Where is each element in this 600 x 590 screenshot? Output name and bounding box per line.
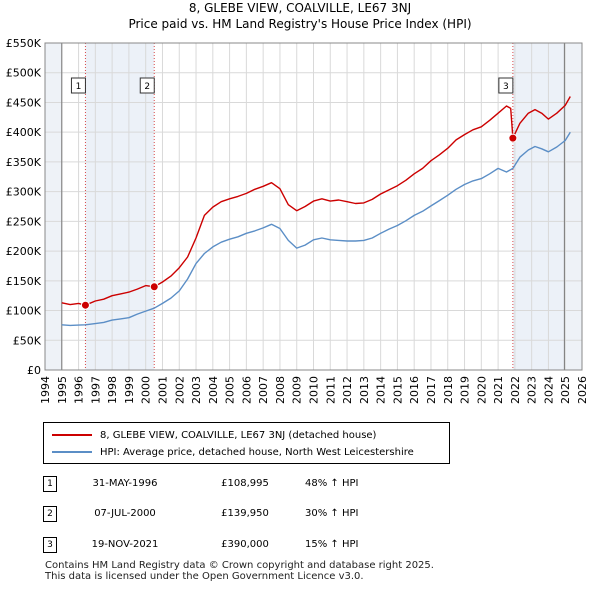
sale-row: 2 07-JUL-2000 £139,950 30% ↑ HPI <box>0 504 600 524</box>
sale-period-shade <box>512 43 565 370</box>
marker-label-box <box>139 77 155 94</box>
x-tick-label: 2018 <box>442 376 455 404</box>
legend-swatch-property <box>52 434 92 436</box>
x-tick-label: 1994 <box>39 376 52 404</box>
sale-price: £108,995 <box>221 478 269 489</box>
sale-hpi-change: 30% ↑ HPI <box>305 508 359 519</box>
y-tick-label: £250K <box>6 215 42 228</box>
x-tick-label: 2026 <box>576 376 589 404</box>
x-tick-label: 2015 <box>391 376 404 404</box>
y-tick-label: £400K <box>6 126 42 139</box>
x-tick-label: 2022 <box>509 376 522 404</box>
x-tick-label: 1996 <box>73 376 86 404</box>
sale-point <box>149 282 159 292</box>
x-tick-label: 2011 <box>324 376 337 404</box>
sale-hpi-change: 15% ↑ HPI <box>305 539 359 550</box>
x-tick-label: 2019 <box>459 376 472 404</box>
x-tick-label: 2017 <box>425 376 438 404</box>
legend-label-property: 8, GLEBE VIEW, COALVILLE, LE67 3NJ (deta… <box>100 429 377 441</box>
marker-label: 1 <box>76 82 82 92</box>
attribution-line: Contains HM Land Registry data © Crown c… <box>45 560 434 571</box>
legend-label-hpi: HPI: Average price, detached house, Nort… <box>100 446 414 458</box>
sale-number-badge: 2 <box>43 506 57 522</box>
future-region <box>564 43 582 370</box>
x-tick-label: 2006 <box>240 376 253 404</box>
x-tick-label: 2020 <box>475 376 488 404</box>
sale-number-badge: 3 <box>43 537 57 553</box>
legend-item-hpi: HPI: Average price, detached house, Nort… <box>52 444 414 460</box>
sale-hpi-change: 48% ↑ HPI <box>305 478 359 489</box>
x-tick-label: 2001 <box>156 376 169 404</box>
chart-title-block: 8, GLEBE VIEW, COALVILLE, LE67 3NJ Price… <box>0 0 600 32</box>
y-tick-label: £550K <box>6 37 42 50</box>
x-tick-label: 1998 <box>106 376 119 404</box>
y-tick-label: £450K <box>6 96 42 109</box>
chart-title: 8, GLEBE VIEW, COALVILLE, LE67 3NJ <box>188 1 412 15</box>
x-tick-label: 2025 <box>559 376 572 404</box>
y-tick-label: £500K <box>6 67 42 80</box>
sale-date: 07-JUL-2000 <box>94 508 156 519</box>
sale-row: 1 31-MAY-1996 £108,995 48% ↑ HPI <box>0 474 600 494</box>
y-tick-label: £50K <box>13 334 42 347</box>
sale-date: 19-NOV-2021 <box>91 539 159 550</box>
y-tick-label: £100K <box>6 305 42 318</box>
x-tick-label: 2002 <box>173 376 186 404</box>
chart-subtitle: Price paid vs. HM Land Registry's House … <box>128 17 472 31</box>
pre-data-region <box>45 43 62 370</box>
x-tick-label: 2023 <box>526 376 539 404</box>
y-tick-label: £0 <box>27 364 41 377</box>
marker-label: 2 <box>144 82 150 92</box>
x-tick-label: 2014 <box>375 376 388 404</box>
attribution-footer: Contains HM Land Registry data © Crown c… <box>45 560 434 582</box>
plot-frame <box>44 42 583 371</box>
x-tick-label: 2010 <box>308 376 321 404</box>
x-tick-label: 2012 <box>341 376 354 404</box>
marker-label-box <box>498 77 514 94</box>
chart-legend: 8, GLEBE VIEW, COALVILLE, LE67 3NJ (deta… <box>43 422 450 464</box>
sale-point <box>80 300 90 310</box>
licence-line: This data is licensed under the Open Gov… <box>45 571 364 582</box>
y-tick-label: £350K <box>6 156 42 169</box>
x-tick-label: 2016 <box>408 376 421 404</box>
x-tick-label: 2013 <box>358 376 371 404</box>
sale-point <box>508 133 518 143</box>
legend-item-property: 8, GLEBE VIEW, COALVILLE, LE67 3NJ (deta… <box>52 427 376 443</box>
x-tick-label: 2003 <box>190 376 203 404</box>
x-tick-label: 2004 <box>207 376 220 404</box>
x-tick-label: 1995 <box>56 376 69 404</box>
x-tick-label: 2021 <box>492 376 505 404</box>
sale-number-badge: 1 <box>43 476 57 492</box>
sale-date: 31-MAY-1996 <box>92 478 158 489</box>
sale-period-shade <box>85 43 155 370</box>
series-line <box>61 131 571 327</box>
y-tick-label: £150K <box>6 275 42 288</box>
sale-row: 3 19-NOV-2021 £390,000 15% ↑ HPI <box>0 535 600 555</box>
x-tick-label: 1999 <box>123 376 136 404</box>
y-tick-label: £200K <box>6 245 42 258</box>
x-tick-label: 2005 <box>224 376 237 404</box>
x-tick-label: 2007 <box>257 376 270 404</box>
sale-price: £139,950 <box>221 508 269 519</box>
x-tick-label: 2024 <box>542 376 555 404</box>
marker-label-box <box>70 77 86 94</box>
x-tick-label: 2008 <box>274 376 287 404</box>
x-tick-label: 2009 <box>291 376 304 404</box>
marker-label: 3 <box>503 82 509 92</box>
sale-price: £390,000 <box>221 539 269 550</box>
price-chart: 1 2 3 £0 £50K £100K £150K £200K £250K £300K £350K £… <box>6 37 589 404</box>
legend-swatch-hpi <box>52 451 92 453</box>
x-tick-label: 2000 <box>140 376 153 404</box>
y-tick-label: £300K <box>6 186 42 199</box>
x-tick-label: 1997 <box>89 376 102 404</box>
